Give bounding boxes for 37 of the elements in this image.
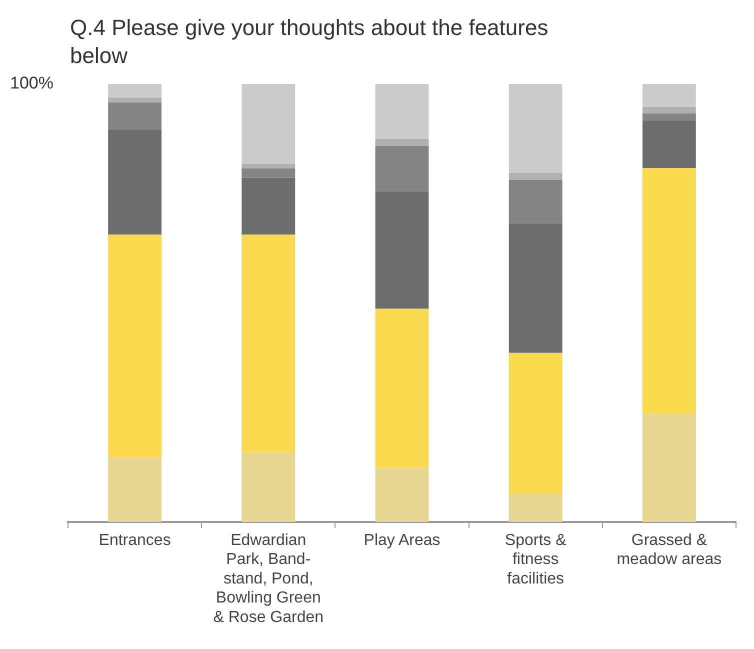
bar [642, 120, 696, 168]
bar [508, 494, 562, 522]
bar [508, 172, 562, 180]
bar [642, 84, 696, 107]
x-tick-label: Entrances [98, 532, 171, 550]
bar [375, 146, 429, 192]
bar [242, 178, 296, 235]
bar [375, 468, 429, 522]
bar [642, 113, 696, 120]
bar [242, 452, 296, 522]
x-tick-label: Sports & fitness facilities [504, 532, 567, 588]
bar [108, 130, 162, 235]
bar [508, 84, 562, 173]
bar [108, 84, 162, 98]
bar [108, 457, 162, 522]
bar [242, 164, 296, 169]
bar [642, 414, 696, 522]
bar [642, 106, 696, 114]
bar [508, 180, 562, 224]
bar [242, 234, 296, 452]
bar [375, 191, 429, 309]
bar [642, 168, 696, 414]
x-tick-label: Play Areas [364, 532, 440, 550]
text: 100% [10, 74, 54, 93]
bar [108, 98, 162, 102]
bar [242, 168, 296, 178]
bar [108, 234, 162, 458]
bar [375, 84, 429, 139]
x-tick-label: Grassed & meadow areas [616, 532, 722, 568]
bar [508, 223, 562, 353]
bar [375, 308, 429, 468]
bar [108, 102, 162, 130]
bar [375, 138, 429, 146]
chart-title: Q.4 Please give your thoughts about the features below [69, 14, 550, 70]
bar [508, 352, 562, 494]
bar [242, 84, 296, 164]
x-tick-label: Edwardian Park, Band-stand, Pond, Bowling Green & Rose Garden [213, 532, 324, 626]
